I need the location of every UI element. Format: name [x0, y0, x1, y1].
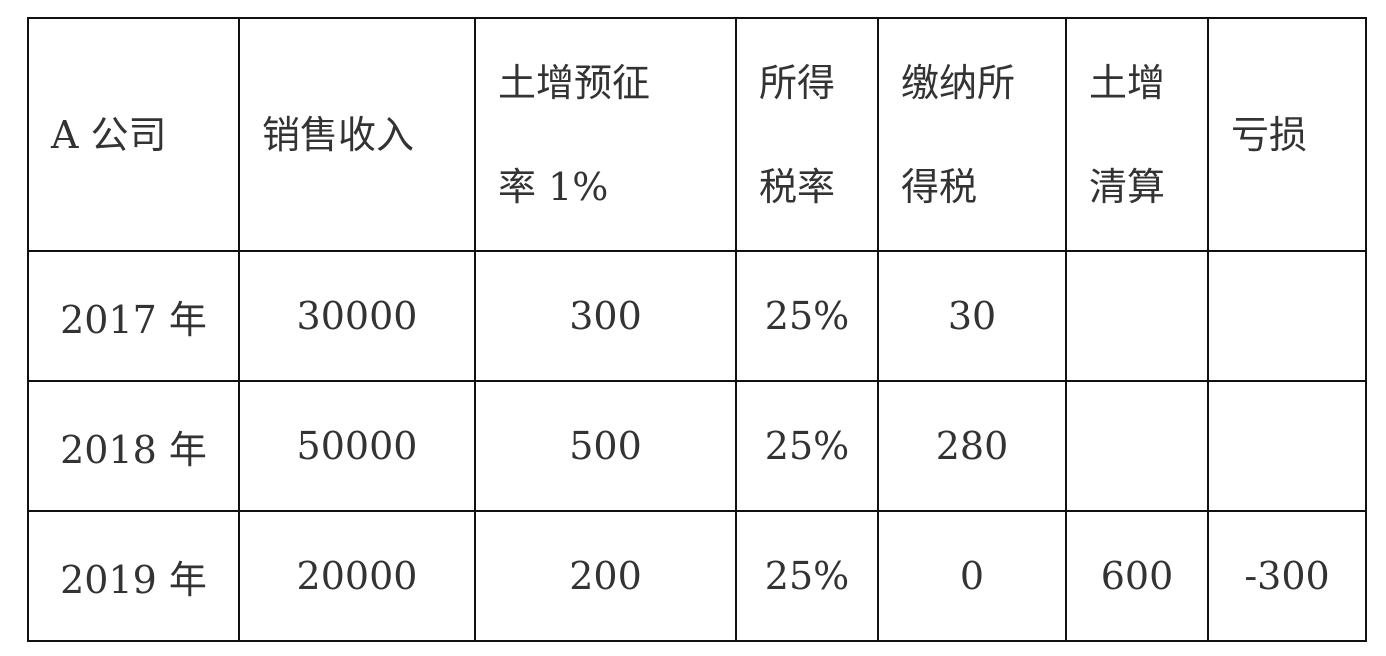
- header-income-tax-rate: 所得 税率: [735, 17, 879, 252]
- header-land-vat-settlement: 土增 清算: [1065, 17, 1209, 252]
- header-loss: 亏损: [1207, 17, 1367, 252]
- cell: 600: [1065, 510, 1209, 642]
- cell: 280: [877, 380, 1067, 512]
- cell: 25%: [735, 250, 879, 382]
- cell: 0: [877, 510, 1067, 642]
- header-text: 缴纳所: [901, 60, 1016, 105]
- cell: 200: [474, 510, 737, 642]
- cell: 2019 年: [27, 510, 240, 642]
- cell: [1065, 250, 1209, 382]
- table-row: 2017 年 30000 300 25% 30: [27, 250, 1367, 382]
- cell: 30: [877, 250, 1067, 382]
- cell: 25%: [735, 380, 879, 512]
- table-row: 2019 年 20000 200 25% 0 600 -300: [27, 510, 1367, 642]
- header-text: A 公司: [51, 112, 167, 157]
- cell: 20000: [238, 510, 476, 642]
- header-text: 亏损: [1231, 112, 1308, 157]
- cell: 30000: [238, 250, 476, 382]
- cell: 300: [474, 250, 737, 382]
- cell: [1065, 380, 1209, 512]
- header-text: 土增: [1089, 60, 1166, 105]
- header-row: A 公司 销售收入 土增预征率 1% 所得税率 缴纳所得税 土增清算 亏损: [27, 17, 1367, 252]
- header-land-vat-prepay: 土增预征率 1%: [474, 17, 737, 252]
- table-row: 2018 年 50000 500 25% 280: [27, 380, 1367, 512]
- header-income-tax-paid: 缴纳所 得税: [877, 17, 1067, 252]
- header-sales-revenue: 销售收入: [238, 17, 476, 252]
- header-text: 所得: [759, 60, 836, 105]
- header-text: 清算: [1089, 164, 1166, 209]
- cell: 2017 年: [27, 250, 240, 382]
- cell: 25%: [735, 510, 879, 642]
- cell: -300: [1207, 510, 1367, 642]
- cell: 50000: [238, 380, 476, 512]
- header-text: 土增预征: [498, 60, 651, 105]
- header-company: A 公司: [27, 17, 240, 252]
- header-text: 销售收入: [262, 112, 415, 157]
- cell: [1207, 380, 1367, 512]
- header-text: 税率: [759, 164, 836, 209]
- tax-table: A 公司 销售收入 土增预征率 1% 所得税率 缴纳所得税 土增清算 亏损 20…: [27, 17, 1367, 642]
- header-text: 得税: [901, 164, 978, 209]
- cell: 500: [474, 380, 737, 512]
- cell: [1207, 250, 1367, 382]
- header-text: 率 1%: [498, 164, 609, 209]
- cell: 2018 年: [27, 380, 240, 512]
